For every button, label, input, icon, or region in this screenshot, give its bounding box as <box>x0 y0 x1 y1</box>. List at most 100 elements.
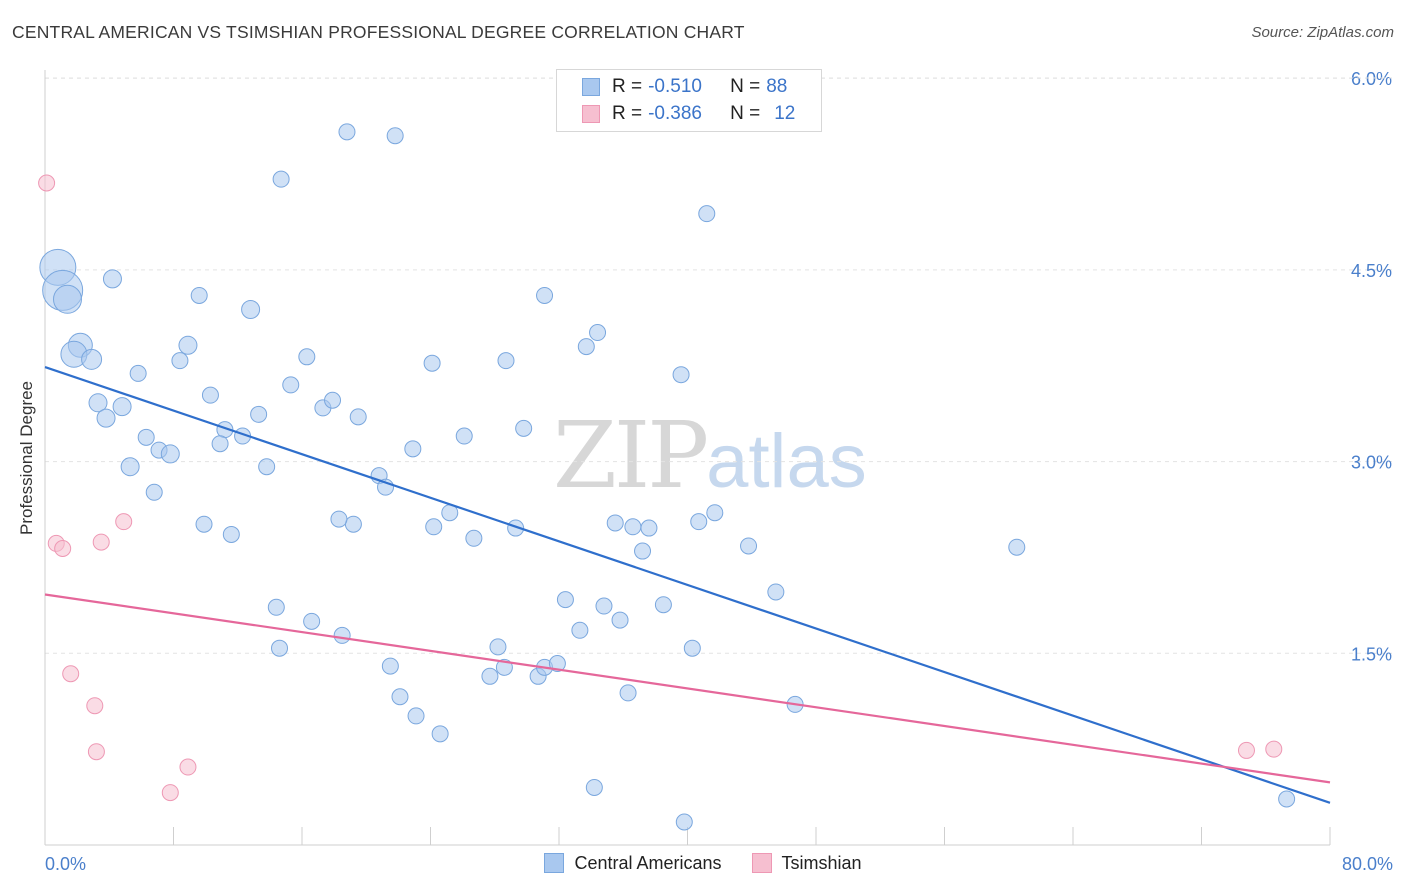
central-americans-point <box>120 457 140 477</box>
x-tick-label: 80.0% <box>1342 854 1393 874</box>
y-tick-label: 3.0% <box>1351 453 1392 473</box>
r-label: R = <box>612 103 643 124</box>
central-americans-point <box>431 725 449 743</box>
y-tick-label: 1.5% <box>1351 644 1392 664</box>
central-americans-point <box>507 519 525 537</box>
central-americans-point <box>381 657 399 675</box>
central-americans-point <box>548 655 566 673</box>
stats-legend-row-tsimshian: R = -0.386 N = 12 <box>582 101 801 127</box>
central-americans-point <box>465 529 483 547</box>
central-americans-point <box>683 639 701 657</box>
central-americans-point <box>690 513 708 531</box>
central-americans-point <box>112 397 132 417</box>
central-americans-point <box>171 352 189 370</box>
central-americans-point <box>634 542 652 560</box>
central-americans-point <box>672 366 690 384</box>
central-americans-point <box>52 284 82 314</box>
chart-title: CENTRAL AMERICAN VS TSIMSHIAN PROFESSION… <box>12 22 745 42</box>
tsimshian-point <box>179 758 197 776</box>
central-americans-point <box>178 335 198 355</box>
central-americans-point <box>654 596 672 614</box>
central-americans-point <box>344 515 362 533</box>
y-tick-label: 6.0% <box>1351 69 1392 89</box>
central-americans-point <box>282 376 300 394</box>
central-americans-point <box>740 537 758 555</box>
tsimshian-point <box>54 540 72 558</box>
central-americans-point <box>675 813 693 831</box>
central-americans-point <box>145 483 163 501</box>
central-americans-point <box>455 427 473 445</box>
central-americans-trendline <box>44 365 1331 804</box>
n-value: 88 <box>766 76 788 97</box>
tsimshian-point <box>1265 740 1283 758</box>
central-americans-point <box>577 338 595 356</box>
tsimshian-point <box>86 697 104 715</box>
tsimshian-point <box>87 743 105 761</box>
pink-swatch <box>751 853 772 873</box>
central-americans-point <box>640 519 658 537</box>
central-americans-point <box>489 638 507 656</box>
central-americans-point <box>298 348 316 366</box>
central-americans-point <box>423 354 441 372</box>
central-americans-point <box>611 611 629 629</box>
central-americans-point <box>585 778 603 796</box>
central-americans-point <box>222 525 240 543</box>
central-americans-point <box>407 707 425 725</box>
central-americans-point <box>391 688 409 706</box>
central-americans-point <box>515 419 533 437</box>
tsimshian-trendline <box>44 593 1331 784</box>
central-americans-point <box>137 428 155 446</box>
central-americans-point <box>201 386 219 404</box>
central-americans-point <box>271 639 289 657</box>
central-americans-point <box>556 591 574 609</box>
central-americans-point <box>272 170 290 188</box>
source-credit: Source: ZipAtlas.com <box>1251 24 1394 41</box>
central-americans-point <box>324 391 342 409</box>
tsimshian-point <box>38 174 56 192</box>
central-americans-point <box>195 515 213 533</box>
central-americans-point <box>333 626 351 644</box>
blue-swatch <box>544 853 565 873</box>
legend-label-central-americans: Central Americans <box>574 852 722 873</box>
blue-swatch <box>582 78 600 96</box>
central-americans-point <box>1008 538 1026 556</box>
stats-legend: R = -0.510 N = 88 R = -0.386 N = 12 <box>556 69 822 132</box>
central-americans-point <box>349 408 367 426</box>
watermark-zip: ZIP <box>553 402 709 509</box>
n-value: 12 <box>774 103 796 124</box>
pink-swatch <box>582 105 600 123</box>
central-americans-point <box>481 667 499 685</box>
n-label: N = <box>730 76 761 97</box>
central-americans-point <box>303 612 321 630</box>
central-americans-point <box>258 458 276 476</box>
central-americans-point <box>102 269 122 289</box>
central-americans-point <box>589 324 607 342</box>
central-americans-point <box>267 598 285 616</box>
tsimshian-point <box>115 513 133 531</box>
tsimshian-point <box>92 533 110 551</box>
series-legend: Central Americans Tsimshian <box>0 850 1406 876</box>
central-americans-point <box>595 597 613 615</box>
r-label: R = <box>612 76 643 97</box>
legend-item-central-americans[interactable]: Central Americans <box>544 852 722 874</box>
y-tick-label: 4.5% <box>1351 261 1392 281</box>
central-americans-point <box>81 348 103 370</box>
central-americans-point <box>330 510 348 528</box>
central-americans-point <box>96 408 116 428</box>
tsimshian-point <box>62 665 80 683</box>
n-label: N = <box>730 103 761 124</box>
tsimshian-point <box>161 784 179 802</box>
central-americans-point <box>404 440 422 458</box>
central-americans-point <box>190 286 208 304</box>
central-americans-point <box>338 123 356 141</box>
central-americans-point <box>497 352 515 370</box>
central-americans-point <box>706 504 724 522</box>
r-value: -0.386 <box>648 103 702 124</box>
central-americans-point <box>606 514 624 532</box>
central-americans-point <box>425 518 443 536</box>
central-americans-point <box>619 684 637 702</box>
legend-item-tsimshian[interactable]: Tsimshian <box>751 853 862 874</box>
central-americans-point <box>536 286 554 304</box>
central-americans-point <box>767 583 785 601</box>
